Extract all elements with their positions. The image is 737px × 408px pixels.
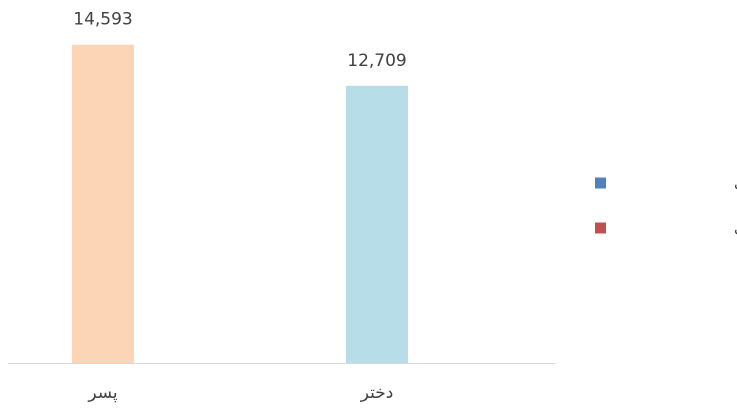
value-label: 12,709 [347, 51, 406, 71]
bar [72, 44, 134, 363]
legend-swatch [595, 177, 606, 189]
x-tick-label: پسر [87, 383, 118, 403]
legend-swatch [595, 222, 606, 234]
legend-label: سواد آموزی [734, 219, 737, 237]
legend-label: تعلیمات عمومی [734, 174, 737, 192]
value-label: 14,593 [73, 10, 132, 30]
x-tick-label: دختر [360, 383, 394, 403]
bar [346, 85, 408, 363]
